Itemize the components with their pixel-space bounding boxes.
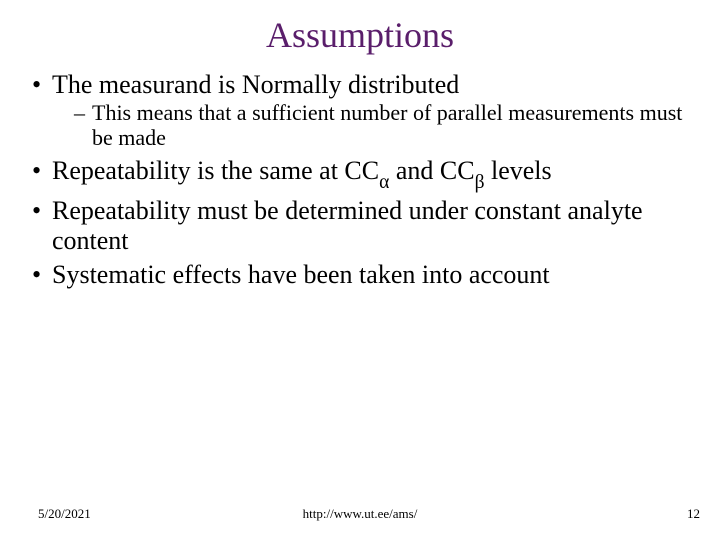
bullet-1: The measurand is Normally distributed Th… — [30, 70, 690, 150]
bullet-2-sub1: α — [379, 172, 389, 193]
bullet-4-text: Systematic effects have been taken into … — [52, 260, 550, 289]
bullet-2: Repeatability is the same at CCα and CCβ… — [30, 156, 690, 192]
bullet-4: Systematic effects have been taken into … — [30, 260, 690, 290]
slide: Assumptions The measurand is Normally di… — [0, 0, 720, 540]
bullet-3: Repeatability must be determined under c… — [30, 196, 690, 256]
bullet-1-sub-1-text: This means that a sufficient number of p… — [92, 100, 682, 150]
slide-title: Assumptions — [30, 14, 690, 56]
bullet-2-sub2: β — [475, 172, 485, 193]
bullet-1-sub-1: This means that a sufficient number of p… — [74, 100, 690, 151]
bullet-2-post: levels — [484, 156, 551, 185]
bullet-1-text: The measurand is Normally distributed — [52, 70, 459, 99]
bullet-2-pre: Repeatability is the same at CC — [52, 156, 379, 185]
bullet-3-text: Repeatability must be determined under c… — [52, 196, 643, 255]
bullet-2-mid: and CC — [389, 156, 474, 185]
footer-url: http://www.ut.ee/ams/ — [0, 506, 720, 522]
slide-content: The measurand is Normally distributed Th… — [30, 70, 690, 290]
footer-page: 12 — [687, 506, 700, 522]
